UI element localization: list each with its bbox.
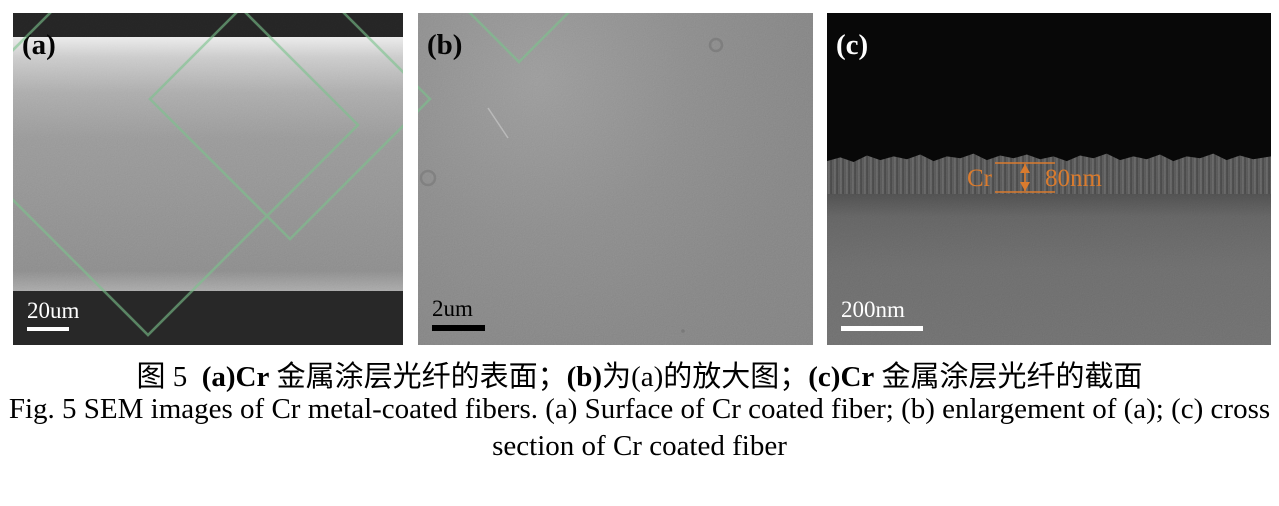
svg-text:Cr: Cr [967, 165, 993, 192]
svg-text:80nm: 80nm [1045, 165, 1103, 192]
